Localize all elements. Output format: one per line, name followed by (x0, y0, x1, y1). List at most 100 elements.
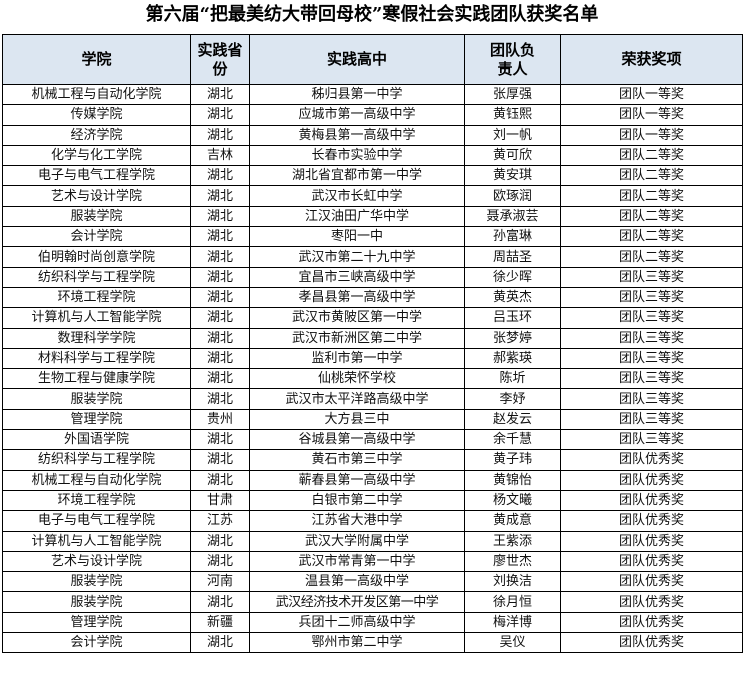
table-row: 机械工程与自动化学院 湖北 蕲春县第一高级中学 黄锦怡 团队优秀奖 (2, 469, 743, 491)
cell-award: 团队三等奖 (560, 266, 743, 288)
cell-college: 经济学院 (2, 124, 191, 146)
cell-leader: 郝紫瑛 (464, 347, 561, 370)
cell-college: 生物工程与健康学院 (2, 368, 191, 390)
header-college: 学院 (2, 34, 191, 85)
table-row: 外国语学院 湖北 谷城县第一高级中学 余千慧 团队三等奖 (2, 429, 743, 451)
cell-school: 武汉市黄陂区第一中学 (249, 307, 465, 329)
cell-leader: 黄可欣 (464, 144, 561, 167)
table-row: 材料科学与工程学院 湖北 监利市第一中学 郝紫瑛 团队三等奖 (2, 347, 743, 370)
cell-college: 电子与电气工程学院 (2, 510, 191, 532)
table-row: 艺术与设计学院 湖北 武汉市常青第一中学 廖世杰 团队优秀奖 (2, 550, 743, 573)
cell-school: 湖北省宜都市第一中学 (249, 165, 465, 187)
table-row: 环境工程学院 湖北 孝昌县第一高级中学 黄英杰 团队三等奖 (2, 286, 743, 309)
cell-province: 湖北 (190, 327, 250, 349)
cell-college: 艺术与设计学院 (2, 550, 191, 573)
cell-leader: 廖世杰 (464, 550, 561, 573)
cell-province: 湖北 (190, 205, 250, 228)
table-row: 服装学院 湖北 江汉油田广华中学 聂承淑芸 团队二等奖 (2, 205, 743, 228)
table-row: 电子与电气工程学院 江苏 江苏省大港中学 黄成意 团队优秀奖 (2, 510, 743, 532)
cell-leader: 孙富琳 (464, 226, 561, 248)
cell-school: 长春市实验中学 (249, 144, 465, 167)
cell-province: 湖北 (190, 83, 250, 106)
cell-province: 湖北 (190, 307, 250, 329)
cell-award: 团队三等奖 (560, 307, 743, 329)
cell-leader: 张梦婷 (464, 327, 561, 349)
cell-leader: 黄安琪 (464, 165, 561, 187)
cell-college: 计算机与人工智能学院 (2, 530, 191, 552)
cell-province: 河南 (190, 571, 250, 593)
cell-province: 湖北 (190, 530, 250, 552)
table-row: 会计学院 湖北 鄂州市第二中学 吴仪 团队优秀奖 (2, 632, 743, 654)
cell-award: 团队三等奖 (560, 327, 743, 349)
cell-school: 枣阳一中 (249, 226, 465, 248)
table-row: 计算机与人工智能学院 湖北 武汉大学附属中学 王紫添 团队优秀奖 (2, 530, 743, 552)
page-title: 第六届“把最美纺大带回母校”寒假社会实践团队获奖名单 (145, 4, 599, 25)
table-row: 管理学院 贵州 大方县三中 赵发云 团队三等奖 (2, 408, 743, 431)
cell-college: 计算机与人工智能学院 (2, 307, 191, 329)
cell-award: 团队一等奖 (560, 124, 743, 146)
cell-leader: 陈圻 (464, 368, 561, 390)
cell-award: 团队优秀奖 (560, 510, 743, 532)
cell-school: 秭归县第一中学 (249, 83, 465, 106)
cell-award: 团队二等奖 (560, 144, 743, 167)
cell-award: 团队三等奖 (560, 429, 743, 451)
cell-college: 纺织科学与工程学院 (2, 449, 191, 471)
cell-province: 新疆 (190, 611, 250, 634)
cell-school: 武汉市第二十九中学 (249, 246, 465, 268)
header-school: 实践高中 (249, 34, 465, 85)
cell-school: 武汉大学附属中学 (249, 530, 465, 552)
cell-award: 团队一等奖 (560, 104, 743, 126)
cell-award: 团队二等奖 (560, 185, 743, 207)
cell-school: 兵团十二师高级中学 (249, 611, 465, 634)
cell-province: 贵州 (190, 408, 250, 431)
header-row: 学院 实践省份 实践高中 团队负责人 荣获奖项 (2, 34, 743, 85)
cell-province: 湖北 (190, 368, 250, 390)
table-row: 会计学院 湖北 枣阳一中 孙富琳 团队二等奖 (2, 226, 743, 248)
cell-school: 江汉油田广华中学 (249, 205, 465, 228)
cell-college: 环境工程学院 (2, 489, 191, 512)
cell-award: 团队三等奖 (560, 388, 743, 410)
cell-college: 管理学院 (2, 408, 191, 431)
cell-leader: 聂承淑芸 (464, 205, 561, 228)
cell-leader: 梅洋博 (464, 611, 561, 634)
cell-college: 会计学院 (2, 226, 191, 248)
cell-leader: 杨文曦 (464, 489, 561, 512)
cell-college: 数理科学学院 (2, 327, 191, 349)
cell-province: 湖北 (190, 226, 250, 248)
cell-leader: 黄成意 (464, 510, 561, 532)
cell-award: 团队优秀奖 (560, 611, 743, 634)
cell-leader: 余千慧 (464, 429, 561, 451)
table-row: 电子与电气工程学院 湖北 湖北省宜都市第一中学 黄安琪 团队二等奖 (2, 165, 743, 187)
cell-school: 谷城县第一高级中学 (249, 429, 465, 451)
awards-table: 学院 实践省份 实践高中 团队负责人 荣获奖项 机械工程与自动化学院 湖北 秭归县第… (2, 34, 743, 654)
cell-leader: 张厚强 (464, 83, 561, 106)
cell-leader: 吕玉环 (464, 307, 561, 329)
cell-award: 团队优秀奖 (560, 449, 743, 471)
cell-award: 团队优秀奖 (560, 571, 743, 593)
cell-province: 湖北 (190, 429, 250, 451)
cell-award: 团队优秀奖 (560, 469, 743, 491)
cell-province: 湖北 (190, 469, 250, 491)
cell-province: 湖北 (190, 632, 250, 654)
header-leader: 团队负责人 (464, 34, 561, 85)
cell-award: 团队二等奖 (560, 165, 743, 187)
cell-award: 团队二等奖 (560, 226, 743, 248)
table-row: 伯明翰时尚创意学院 湖北 武汉市第二十九中学 周喆圣 团队二等奖 (2, 246, 743, 268)
table-row: 环境工程学院 甘肃 白银市第二中学 杨文曦 团队优秀奖 (2, 489, 743, 512)
cell-province: 湖北 (190, 185, 250, 207)
cell-award: 团队三等奖 (560, 408, 743, 431)
cell-school: 武汉市太平洋路高级中学 (249, 388, 465, 410)
cell-award: 团队优秀奖 (560, 550, 743, 573)
cell-award: 团队二等奖 (560, 246, 743, 268)
cell-leader: 黄子玮 (464, 449, 561, 471)
cell-college: 化学与化工学院 (2, 144, 191, 167)
cell-school: 武汉市常青第一中学 (249, 550, 465, 573)
table-row: 艺术与设计学院 湖北 武汉市长虹中学 欧琢润 团队二等奖 (2, 185, 743, 207)
cell-school: 白银市第二中学 (249, 489, 465, 512)
cell-college: 服装学院 (2, 591, 191, 613)
cell-college: 纺织科学与工程学院 (2, 266, 191, 288)
cell-province: 湖北 (190, 347, 250, 370)
cell-college: 传媒学院 (2, 104, 191, 126)
cell-school: 仙桃荣怀学校 (249, 368, 465, 390)
cell-province: 湖北 (190, 449, 250, 471)
